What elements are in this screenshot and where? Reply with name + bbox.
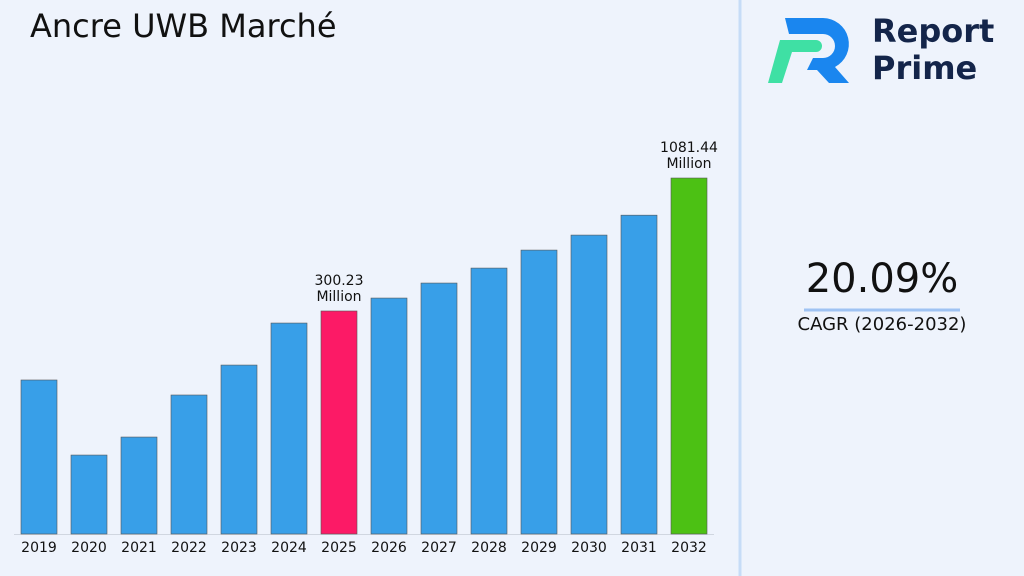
x-tick-label: 2022 [171,540,207,556]
x-tick-label: 2032 [671,540,707,556]
bar [670,177,708,535]
bar [70,454,108,535]
bar [170,394,208,535]
bar [620,214,658,535]
logo: Report Prime [768,12,994,87]
bar [370,297,408,535]
bar [420,282,458,535]
x-tick-label: 2031 [621,540,657,556]
logo-text: Prime [872,49,977,87]
cagr-value: 20.09% [806,256,959,302]
x-tick-label: 2030 [571,540,607,556]
bar [20,379,58,535]
x-tick-label: 2020 [71,540,107,556]
x-tick-label: 2027 [421,540,457,556]
bar [320,310,358,535]
bar [470,267,508,535]
x-tick-label: 2028 [471,540,507,556]
x-tick-label: 2024 [271,540,307,556]
logo-text: Report [872,12,994,50]
x-tick-label: 2026 [371,540,407,556]
bar [570,234,608,535]
bar [270,322,308,535]
value-label: 1081.44 Million [660,140,718,172]
bar [520,249,558,535]
x-tick-label: 2023 [221,540,257,556]
bar [220,364,258,535]
x-tick-label: 2025 [321,540,357,556]
x-tick-label: 2019 [21,540,57,556]
x-tick-label: 2021 [121,540,157,556]
x-tick-label: 2029 [521,540,557,556]
bar [120,436,158,535]
chart-title: Ancre UWB Marché [30,7,337,45]
cagr-label: CAGR (2026-2032) [798,314,967,335]
value-label: 300.23 Million [315,273,364,305]
